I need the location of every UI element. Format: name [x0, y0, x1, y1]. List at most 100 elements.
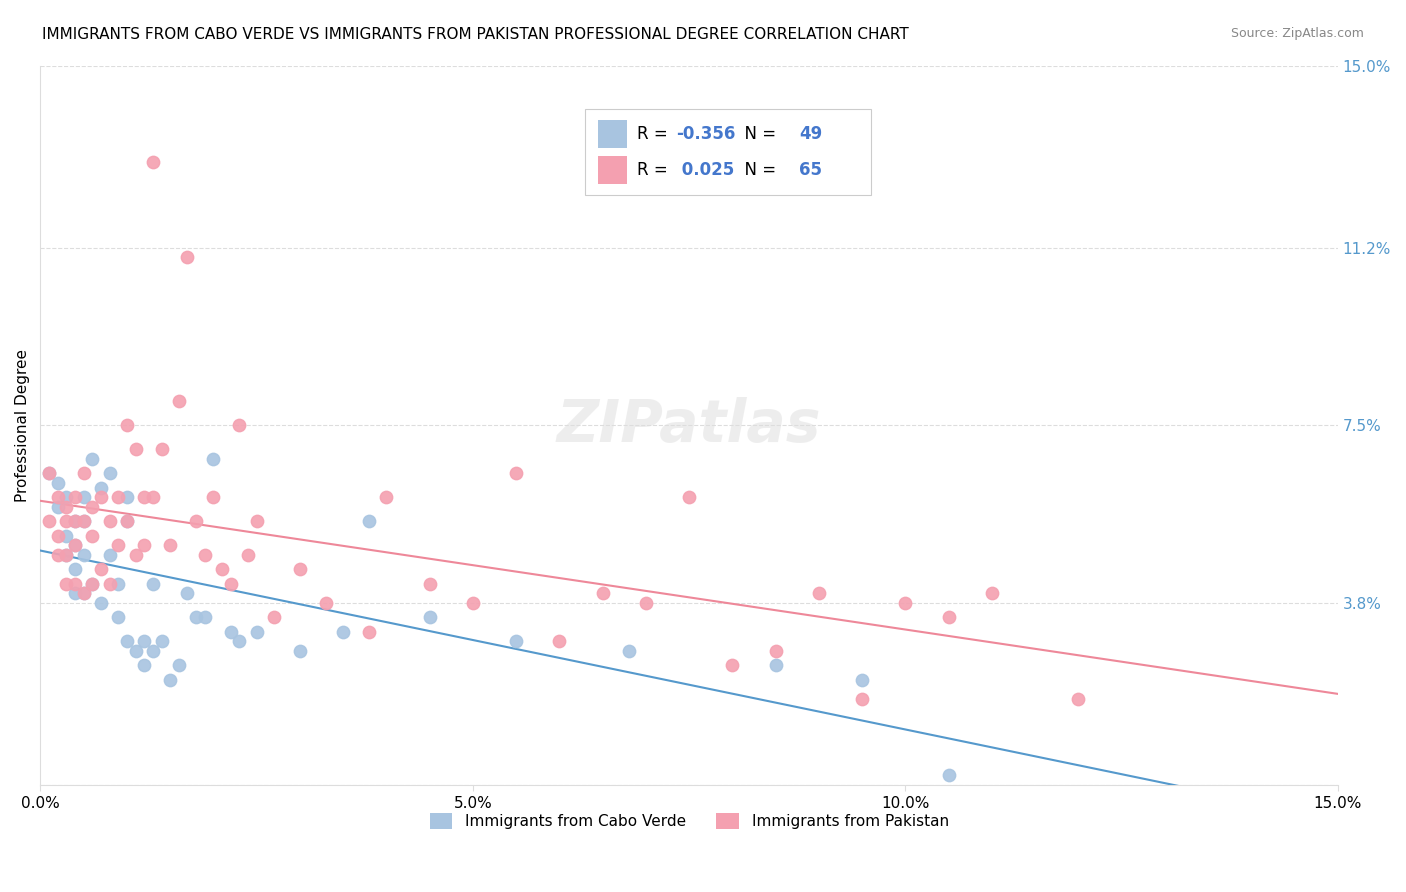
Point: [184, 514, 207, 528]
Point: [115, 514, 138, 528]
Point: [73, 491, 96, 505]
Point: [134, 658, 156, 673]
Legend: Immigrants from Cabo Verde, Immigrants from Pakistan: Immigrants from Cabo Verde, Immigrants f…: [423, 806, 955, 835]
Point: [124, 442, 146, 457]
Point: [202, 451, 225, 466]
Point: [63, 562, 86, 576]
Point: [98, 467, 121, 481]
Point: [228, 634, 250, 648]
Point: [90, 491, 112, 505]
Point: [1067, 691, 1090, 706]
Point: [150, 634, 173, 648]
Point: [38, 467, 60, 481]
Point: [124, 644, 146, 658]
Text: 0.025: 0.025: [676, 161, 734, 179]
Point: [55, 548, 77, 562]
Text: N =: N =: [734, 125, 782, 143]
Point: [150, 442, 173, 457]
Text: IMMIGRANTS FROM CABO VERDE VS IMMIGRANTS FROM PAKISTAN PROFESSIONAL DEGREE CORRE: IMMIGRANTS FROM CABO VERDE VS IMMIGRANTS…: [42, 27, 908, 42]
Y-axis label: Professional Degree: Professional Degree: [15, 349, 30, 502]
Point: [134, 538, 156, 552]
Point: [938, 768, 960, 782]
Text: Source: ZipAtlas.com: Source: ZipAtlas.com: [1230, 27, 1364, 40]
Point: [765, 658, 787, 673]
Point: [505, 467, 527, 481]
Point: [721, 658, 744, 673]
Point: [194, 548, 217, 562]
Point: [375, 491, 398, 505]
Text: R =: R =: [637, 161, 673, 179]
Point: [55, 529, 77, 543]
Text: N =: N =: [734, 161, 782, 179]
Point: [82, 529, 104, 543]
Point: [63, 514, 86, 528]
Point: [73, 514, 96, 528]
Point: [359, 624, 381, 639]
Text: 49: 49: [800, 125, 823, 143]
Point: [980, 586, 1002, 600]
Point: [115, 514, 138, 528]
Point: [63, 576, 86, 591]
Point: [82, 576, 104, 591]
Point: [202, 491, 225, 505]
Point: [461, 596, 484, 610]
Point: [98, 548, 121, 562]
Point: [167, 394, 190, 409]
Point: [63, 514, 86, 528]
Point: [219, 576, 242, 591]
Point: [46, 475, 69, 490]
Point: [194, 610, 217, 624]
Point: [142, 491, 165, 505]
Point: [184, 610, 207, 624]
Point: [894, 596, 917, 610]
Point: [228, 418, 250, 433]
Point: [419, 610, 441, 624]
Point: [115, 418, 138, 433]
Point: [46, 500, 69, 514]
Point: [73, 467, 96, 481]
Point: [124, 548, 146, 562]
Point: [288, 562, 311, 576]
Point: [63, 491, 86, 505]
Point: [851, 691, 873, 706]
Point: [219, 624, 242, 639]
Point: [134, 491, 156, 505]
Point: [98, 514, 121, 528]
Point: [678, 491, 700, 505]
Point: [159, 673, 181, 687]
Point: [107, 610, 129, 624]
Point: [211, 562, 233, 576]
Point: [107, 576, 129, 591]
Bar: [599, 120, 627, 148]
Point: [634, 596, 657, 610]
Point: [592, 586, 614, 600]
Point: [82, 500, 104, 514]
Point: [246, 624, 269, 639]
Point: [176, 586, 198, 600]
Bar: [585, 109, 870, 195]
Point: [263, 610, 285, 624]
Point: [142, 644, 165, 658]
Point: [90, 481, 112, 495]
Point: [90, 562, 112, 576]
Point: [46, 548, 69, 562]
Text: -0.356: -0.356: [676, 125, 735, 143]
Point: [55, 491, 77, 505]
Point: [73, 586, 96, 600]
Point: [246, 514, 269, 528]
Point: [288, 644, 311, 658]
Point: [142, 154, 165, 169]
Point: [98, 576, 121, 591]
Point: [73, 548, 96, 562]
Point: [332, 624, 354, 639]
Point: [142, 576, 165, 591]
Point: [55, 576, 77, 591]
Point: [617, 644, 640, 658]
Point: [807, 586, 830, 600]
Point: [82, 451, 104, 466]
Point: [419, 576, 441, 591]
Text: ZIPatlas: ZIPatlas: [557, 397, 821, 454]
Point: [55, 500, 77, 514]
Point: [765, 644, 787, 658]
Point: [315, 596, 337, 610]
